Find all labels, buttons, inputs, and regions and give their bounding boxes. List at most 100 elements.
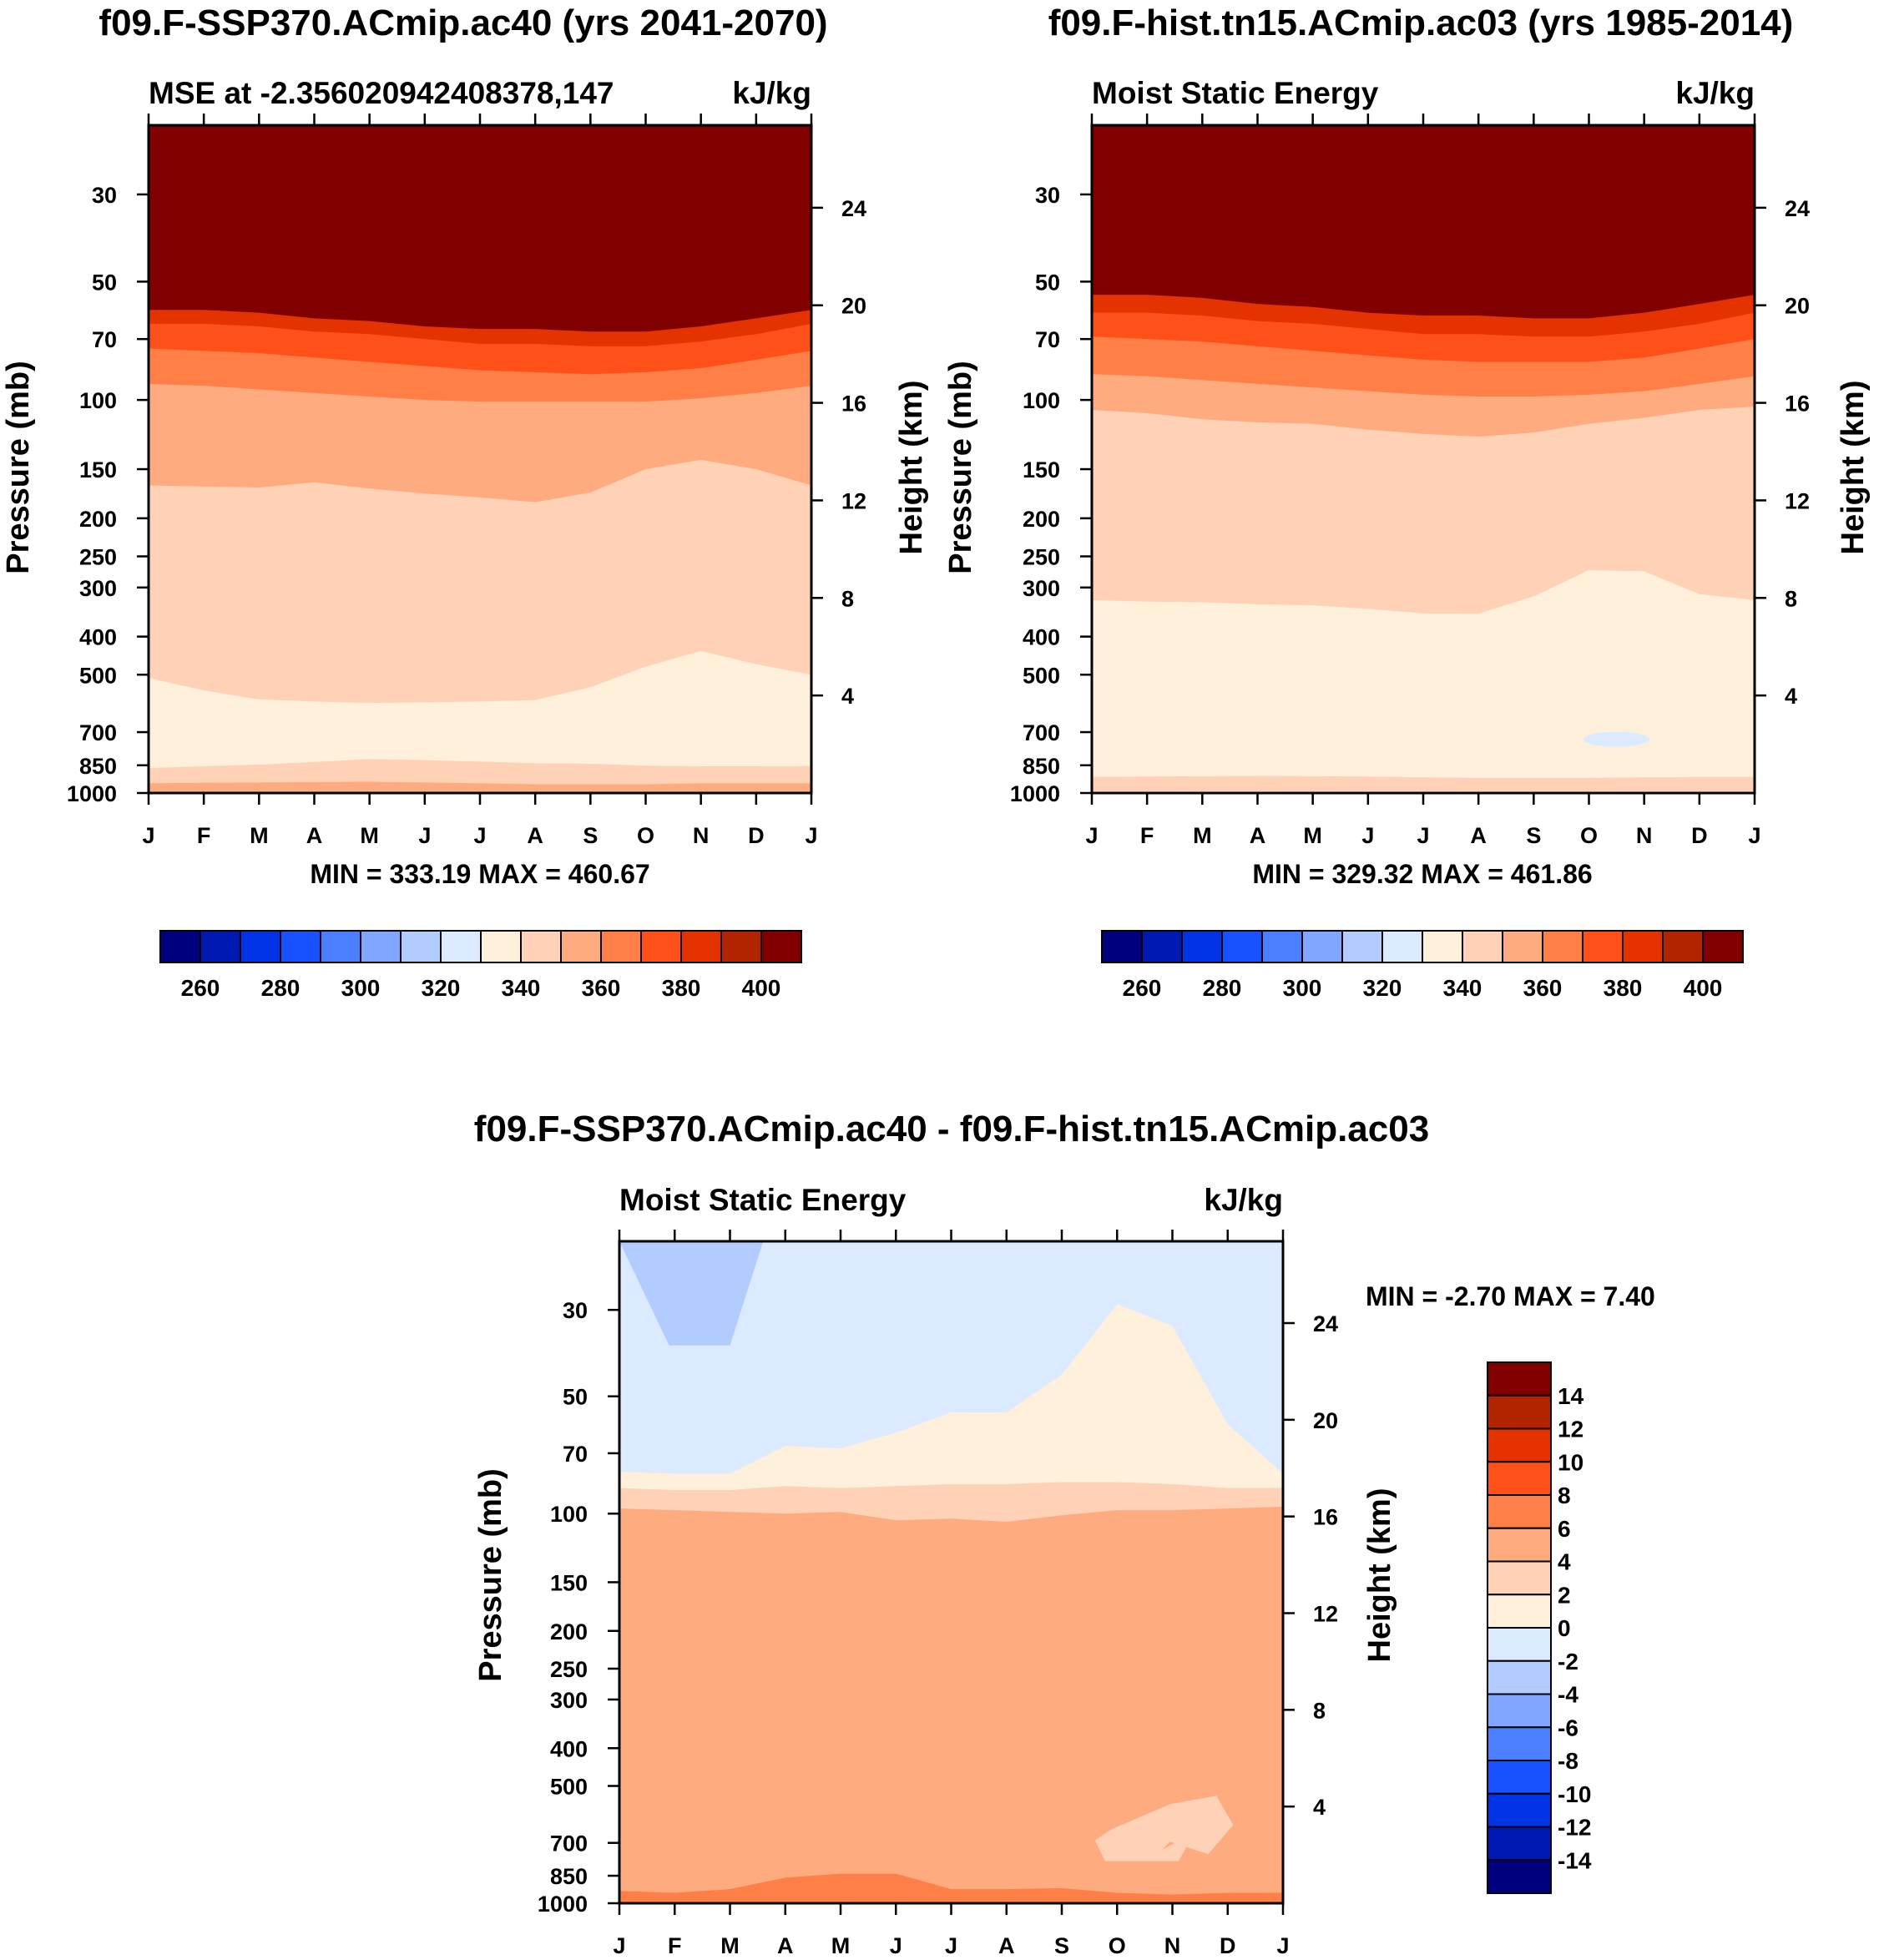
x-tick-label: J (1276, 1933, 1289, 1958)
colorbar-swatch (1487, 1461, 1552, 1496)
x-tick-label: J (1748, 823, 1760, 848)
x-tick-label: O (637, 823, 654, 848)
colorbar-swatch (159, 930, 201, 963)
x-tick-label: J (805, 823, 817, 848)
y-tick-label: 500 (1023, 663, 1060, 688)
x-tick-label: D (1220, 1933, 1236, 1958)
y-tick-label: 70 (563, 1442, 588, 1467)
colorbar-swatch (1301, 930, 1343, 963)
colorbar-swatch (1101, 930, 1143, 963)
colorbar-label: 2 (1558, 1582, 1571, 1608)
colorbar-swatch (1487, 1627, 1552, 1662)
stats-text: MIN = -2.70 MAX = 7.40 (1366, 1281, 1655, 1311)
colorbar: 260 280 300 320 340 360 380 400 (159, 930, 802, 1001)
contour-band (619, 1873, 1283, 1903)
x-tick-label: N (1636, 823, 1653, 848)
x-tick-label: S (1054, 1933, 1069, 1958)
plot-area: J F M A M J J A S O N D J 30 50 70 100 150 200 250 300 400 500… (67, 114, 866, 848)
colorbar-swatch (360, 930, 402, 963)
y-tick-label: 30 (92, 183, 117, 208)
y-tick-label-right: 24 (1785, 196, 1810, 221)
x-tick-label: F (1140, 823, 1154, 848)
colorbar-label: 320 (422, 975, 461, 1001)
y-axis-label-pressure: Pressure (mb) (943, 361, 978, 574)
panel-subtitle-left: Moist Static Energy (619, 1183, 907, 1217)
colorbar-label: 280 (261, 975, 301, 1001)
colorbar-swatch (1381, 930, 1423, 963)
colorbar-swatch (1221, 930, 1263, 963)
colorbar-swatch (1582, 930, 1624, 963)
colorbar-label: 400 (1684, 975, 1723, 1001)
y-tick-label: 700 (550, 1831, 588, 1856)
y-tick-label-right: 24 (841, 196, 866, 221)
colorbar-swatch (1662, 930, 1704, 963)
panel-title: f09.F-SSP370.ACmip.ac40 - f09.F-hist.tn1… (474, 1109, 1429, 1149)
y-tick-label: 1000 (538, 1892, 588, 1917)
colorbar-label: 10 (1558, 1449, 1583, 1475)
y-tick-label: 30 (563, 1298, 588, 1323)
contour-patch (1094, 1796, 1234, 1861)
y-tick-label: 200 (79, 507, 117, 532)
colorbar-swatch (1487, 1659, 1552, 1695)
y-tick-label-right: 20 (1313, 1408, 1338, 1433)
colorbar-swatch (520, 930, 562, 963)
colorbar-swatch (1702, 930, 1744, 963)
colorbar-label: 280 (1203, 975, 1242, 1001)
y-tick-label: 150 (79, 457, 117, 482)
x-tick-label: J (1361, 823, 1374, 848)
colorbar-swatch (1181, 930, 1223, 963)
y-tick-label: 300 (550, 1688, 588, 1713)
colorbar-label: 14 (1558, 1383, 1584, 1409)
panel-difference: f09.F-SSP370.ACmip.ac40 - f09.F-hist.tn1… (473, 1109, 1655, 1958)
colorbar-label: -10 (1558, 1781, 1591, 1807)
y-tick-label-right: 12 (1313, 1601, 1338, 1626)
y-tick-label: 100 (1023, 388, 1060, 413)
x-tick-label: D (748, 823, 765, 848)
panel-subtitle-right: kJ/kg (1204, 1183, 1283, 1217)
y-tick-label: 850 (1023, 754, 1060, 779)
colorbar-swatch (1487, 1826, 1552, 1861)
colorbar-label: 400 (742, 975, 781, 1001)
y-tick-label: 70 (1035, 327, 1060, 352)
y-tick-label: 50 (1035, 270, 1060, 295)
contour-band (149, 650, 811, 793)
colorbar-swatch (320, 930, 361, 963)
y-tick-label-right: 12 (841, 488, 866, 513)
colorbar: 14 12 10 8 6 4 2 0 -2 -4 -6 -8 -10 -12 -14 (1487, 1361, 1592, 1894)
y-tick-label: 850 (550, 1864, 588, 1889)
y-tick-label: 500 (79, 663, 117, 688)
colorbar-swatch (560, 930, 602, 963)
y-tick-label: 70 (92, 327, 117, 352)
colorbar-swatch (400, 930, 442, 963)
x-tick-label: J (890, 1933, 902, 1958)
x-tick-label: S (583, 823, 598, 848)
y-tick-label: 1000 (1010, 781, 1060, 806)
x-tick-label: J (473, 823, 486, 848)
y-tick-label: 400 (1023, 625, 1060, 650)
colorbar-swatch (280, 930, 321, 963)
x-tick-label: M (1303, 823, 1322, 848)
colorbar-swatch (1422, 930, 1463, 963)
y-tick-label-right: 20 (1785, 294, 1810, 319)
colorbar-swatch (1487, 1427, 1552, 1463)
y-tick-label: 200 (1023, 507, 1060, 532)
x-tick-label: M (831, 1933, 851, 1958)
panel-subtitle-left: MSE at -2.356020942408378,147 (149, 76, 614, 110)
colorbar-label: -6 (1558, 1715, 1578, 1740)
y-tick-label: 30 (1035, 183, 1060, 208)
x-tick-label: S (1526, 823, 1541, 848)
x-tick-label: A (1470, 823, 1487, 848)
y-tick-label: 200 (550, 1619, 588, 1644)
colorbar-swatch (1487, 1726, 1552, 1761)
x-tick-label: A (1250, 823, 1266, 848)
panel-title: f09.F-hist.tn15.ACmip.ac03 (yrs 1985-201… (1048, 3, 1794, 43)
x-tick-label: A (777, 1933, 794, 1958)
stats-text: MIN = 333.19 MAX = 460.67 (310, 859, 649, 889)
colorbar-label: 300 (341, 975, 381, 1001)
panel-historical: f09.F-hist.tn15.ACmip.ac03 (yrs 1985-201… (943, 3, 1871, 1001)
y-tick-label: 100 (550, 1502, 588, 1527)
contour-patch (1583, 731, 1650, 747)
colorbar-swatch (1487, 1693, 1552, 1729)
panel-ssp370: f09.F-SSP370.ACmip.ac40 (yrs 2041-2070) … (1, 3, 929, 1001)
x-tick-label: J (142, 823, 154, 848)
